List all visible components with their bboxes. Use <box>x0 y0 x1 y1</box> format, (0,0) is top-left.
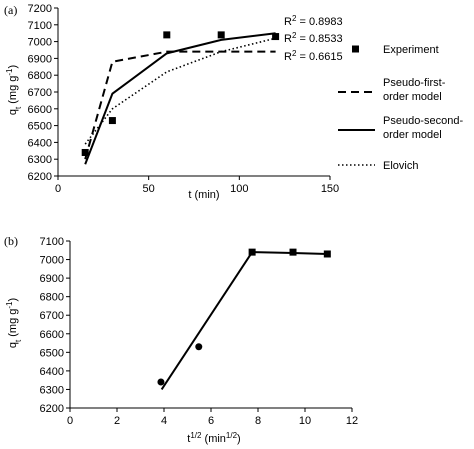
y-tick-label: 7100 <box>28 20 52 32</box>
data-point-square <box>217 31 225 39</box>
series-line-fit-2 <box>252 251 328 255</box>
y-tick-label: 7100 <box>40 236 64 248</box>
data-point-square <box>272 33 280 41</box>
y-tick-label: 6200 <box>28 171 52 183</box>
plot-area-b: 0 2 4 6 8 10 12 6200 6300 6400 6500 6600 6700 6800 690… <box>40 236 359 427</box>
series-line-fit-1 <box>160 251 253 390</box>
series-line-pseudo-second-order-model <box>84 32 276 165</box>
data-point-circle <box>157 378 165 386</box>
x-tick-label: 100 <box>230 183 248 195</box>
y-tick-label: 6400 <box>40 366 64 378</box>
x-tick-label: 150 <box>321 183 339 195</box>
y-tick-label: 7000 <box>28 37 52 49</box>
x-tick-label: 10 <box>299 415 311 427</box>
x-tick-label: 8 <box>255 415 261 427</box>
x-tick-label: 12 <box>346 415 358 427</box>
r2-annotation: R2 = 0.6615 <box>284 49 343 64</box>
x-tick-label: 4 <box>161 415 167 427</box>
legend-item: Pseudo-first-order model <box>338 77 446 103</box>
panel-label-a: (a) <box>4 3 17 17</box>
x-axis-label-a: t (min) <box>188 189 219 201</box>
legend-a: Experiment Pseudo-first-order model Pseudo… <box>338 44 463 172</box>
chart-a: (a) 0 50 100 150 6200 6300 6400 6500 6600 6700 680… <box>4 3 463 201</box>
legend-label: Experiment <box>383 44 439 56</box>
y-tick-label: 6600 <box>40 329 64 341</box>
data-point-square <box>163 31 171 39</box>
y-tick-label: 6600 <box>28 104 52 116</box>
x-tick-label: 2 <box>114 415 120 427</box>
legend-label: Pseudo-second-order model <box>383 115 463 141</box>
y-tick-label: 6200 <box>40 403 64 415</box>
y-axis-label-b: qt (mg g-1) <box>5 298 23 348</box>
data-point-square <box>81 148 89 156</box>
series-line-pseudo-first-order-model <box>84 50 276 160</box>
legend-swatch-square <box>352 45 359 53</box>
x-tick-label: 0 <box>67 415 73 427</box>
data-point-square <box>108 117 116 125</box>
legend-item: Experiment <box>352 44 439 56</box>
legend-item: Pseudo-second-order model <box>338 115 463 141</box>
plot-area-a: 0 50 100 150 6200 6300 6400 6500 6600 6700 6800 690… <box>28 3 340 195</box>
r2-annotation: R2 = 0.8983 <box>284 14 343 29</box>
y-tick-label: 7000 <box>40 255 64 267</box>
y-tick-label: 6500 <box>40 347 64 359</box>
x-tick-label: 6 <box>208 415 214 427</box>
y-tick-label: 6700 <box>40 310 64 322</box>
y-tick-label: 6800 <box>40 292 64 304</box>
legend-label: Elovich <box>383 160 418 172</box>
y-tick-label: 6700 <box>28 87 52 99</box>
panel-label-b: (b) <box>4 234 18 248</box>
y-tick-label: 6800 <box>28 70 52 82</box>
chart-b: (b) 0 2 4 6 8 10 12 6200 6300 6400 6500 6600 6700 680… <box>4 234 358 445</box>
y-tick-label: 6400 <box>28 137 52 149</box>
y-tick-label: 6900 <box>40 273 64 285</box>
y-tick-label: 6300 <box>40 384 64 396</box>
y-tick-label: 6900 <box>28 53 52 65</box>
legend-label: Pseudo-first-order model <box>383 77 446 103</box>
y-tick-label: 7200 <box>28 3 52 15</box>
r2-annotations: R2 = 0.8983 R2 = 0.8533 R2 = 0.6615 <box>284 14 343 64</box>
data-point-circle <box>195 343 203 351</box>
series-line-elovich <box>84 37 276 145</box>
y-tick-label: 6500 <box>28 121 52 133</box>
x-tick-label: 50 <box>143 183 155 195</box>
y-axis-label-a: qt (mg g-1) <box>5 65 23 115</box>
x-axis-label-b: t1/2 (min1/2) <box>187 431 240 446</box>
x-tick-label: 0 <box>55 183 61 195</box>
r2-annotation: R2 = 0.8533 <box>284 31 343 46</box>
y-tick-label: 6300 <box>28 154 52 166</box>
legend-item: Elovich <box>338 160 418 172</box>
